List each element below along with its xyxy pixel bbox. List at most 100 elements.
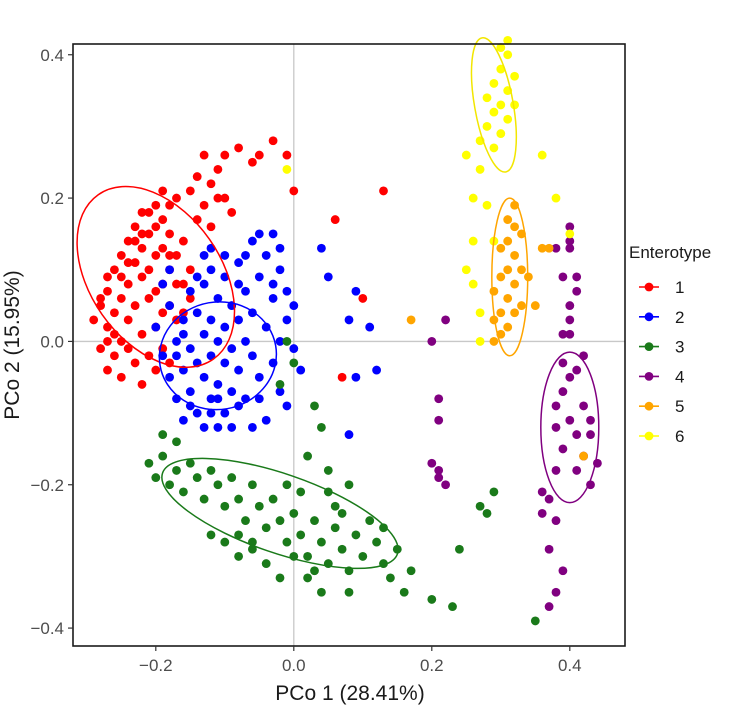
data-point — [537, 243, 547, 253]
data-point — [116, 272, 126, 282]
data-point — [558, 444, 568, 454]
data-point — [165, 229, 175, 239]
data-point — [558, 358, 568, 368]
data-point — [282, 401, 292, 411]
data-point — [199, 423, 209, 432]
data-point — [261, 523, 271, 533]
data-point — [185, 286, 195, 296]
data-point — [241, 337, 250, 346]
data-point — [199, 251, 209, 260]
data-point — [427, 337, 437, 346]
data-point — [558, 566, 568, 576]
legend-key-point — [644, 312, 654, 322]
data-point — [220, 322, 230, 332]
data-point — [496, 43, 506, 52]
legend-title: Enterotype — [629, 243, 711, 262]
data-point — [475, 501, 485, 511]
data-point — [213, 480, 223, 490]
data-point — [468, 279, 478, 289]
data-point — [282, 537, 292, 547]
data-point — [427, 458, 437, 468]
data-point — [275, 380, 285, 389]
confidence-ellipse-3 — [161, 457, 399, 570]
data-point — [392, 544, 402, 554]
data-point — [227, 423, 237, 432]
data-point — [337, 372, 347, 382]
data-point — [234, 494, 244, 504]
legend-label: 6 — [675, 427, 684, 446]
data-point — [586, 415, 595, 425]
data-point — [199, 150, 209, 160]
data-point — [586, 430, 595, 439]
data-point — [427, 595, 437, 604]
data-point — [351, 286, 361, 296]
data-point — [116, 337, 126, 346]
data-point — [165, 372, 175, 382]
series-6 — [282, 36, 575, 346]
data-point — [158, 351, 168, 361]
data-point — [489, 315, 499, 325]
data-point — [468, 193, 478, 203]
data-point — [551, 423, 561, 432]
data-point — [358, 294, 368, 303]
data-point — [96, 344, 105, 353]
data-point — [179, 487, 188, 497]
data-point — [565, 222, 575, 232]
data-point — [379, 523, 388, 533]
data-point — [213, 165, 223, 174]
data-point — [206, 351, 216, 361]
data-point — [565, 315, 575, 325]
data-point — [475, 165, 485, 174]
data-point — [179, 315, 188, 325]
data-point — [234, 552, 244, 561]
series-3 — [144, 337, 540, 626]
data-point — [158, 243, 168, 253]
data-point — [165, 301, 175, 310]
data-point — [110, 308, 119, 318]
data-point — [551, 401, 561, 411]
data-point — [551, 516, 561, 525]
data-point — [351, 372, 361, 382]
data-point — [185, 344, 195, 353]
data-point — [517, 301, 526, 310]
data-point — [303, 573, 312, 583]
legend: Enterotype 1 2 3 4 5 6 — [629, 243, 711, 446]
data-point — [482, 93, 492, 103]
data-point — [275, 243, 285, 253]
data-point — [116, 294, 126, 303]
data-point — [103, 286, 112, 296]
data-point — [551, 193, 561, 203]
data-point — [248, 544, 257, 554]
data-point — [144, 458, 154, 468]
legend-key-point — [644, 431, 654, 441]
data-point — [289, 358, 299, 368]
data-point — [289, 344, 299, 353]
data-point — [282, 337, 292, 346]
data-point — [261, 415, 271, 425]
data-point — [358, 552, 368, 561]
data-point — [206, 265, 216, 275]
data-point — [144, 265, 154, 275]
data-point — [503, 322, 513, 332]
data-point — [165, 265, 175, 275]
data-point — [344, 430, 354, 439]
data-point — [213, 394, 223, 404]
data-point — [254, 394, 264, 404]
legend-item-3: 3 — [639, 338, 684, 357]
x-axis-title: PCo 1 (28.41%) — [275, 682, 424, 705]
data-point — [179, 236, 188, 246]
data-point — [130, 258, 140, 267]
data-point — [489, 286, 499, 296]
data-point — [185, 186, 195, 196]
data-point — [254, 372, 264, 382]
data-point — [317, 537, 326, 547]
data-point — [289, 509, 299, 518]
data-point — [123, 236, 133, 246]
data-point — [116, 251, 126, 260]
y-tick-label: 0.0 — [40, 332, 64, 351]
data-point — [165, 251, 175, 260]
data-point — [261, 251, 271, 260]
data-point — [248, 236, 257, 246]
data-point — [234, 365, 244, 375]
data-point — [323, 466, 333, 475]
